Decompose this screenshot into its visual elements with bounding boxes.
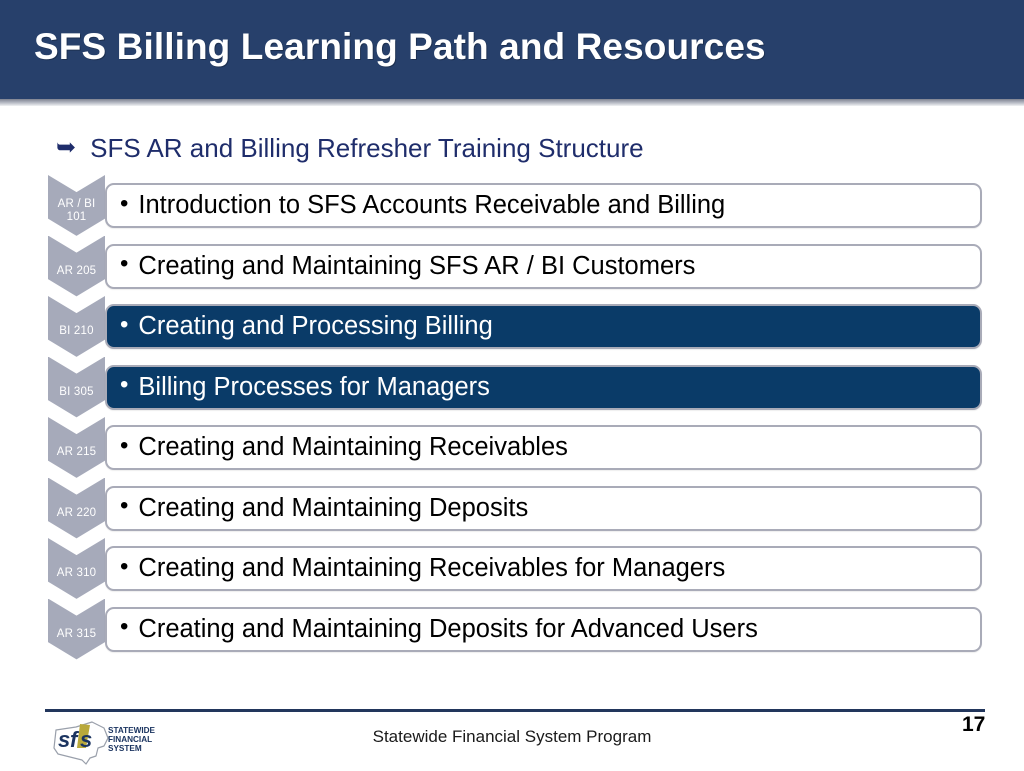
course-title: Creating and Maintaining Deposits for Ad…: [138, 614, 758, 643]
course-row[interactable]: • Creating and Maintaining Deposits: [105, 485, 982, 531]
bullet-icon: •: [120, 431, 129, 459]
svg-text:s: s: [58, 727, 70, 752]
logo-line2: FINANCIAL: [108, 735, 152, 744]
footer-center-text: Statewide Financial System Program: [372, 727, 652, 746]
footer-divider: [45, 709, 985, 712]
course-row[interactable]: • Creating and Maintaining Deposits for A…: [105, 606, 982, 652]
subtitle-text: SFS AR and Billing Refresher Training St…: [90, 133, 644, 163]
course-title: Creating and Maintaining SFS AR / BI Cus…: [138, 251, 696, 280]
arrow-bullet-icon: ➥: [56, 133, 77, 161]
title-underbar-divider: [0, 99, 1024, 106]
course-title: Introduction to SFS Accounts Receivable …: [138, 191, 726, 219]
bullet-icon: •: [120, 310, 129, 338]
bullet-icon: •: [120, 189, 129, 217]
course-title: Billing Processes for Managers: [138, 372, 490, 401]
course-row[interactable]: • Creating and Maintaining Receivables: [105, 425, 982, 470]
course-row[interactable]: • Creating and Maintaining Receivables fo…: [105, 546, 982, 591]
course-code-chevron: [48, 598, 105, 660]
page-title: SFS Billing Learning Path and Resources: [34, 26, 766, 67]
svg-text:f: f: [70, 727, 80, 752]
logo-line3: SYSTEM: [108, 744, 142, 753]
bullet-icon: •: [120, 250, 129, 277]
course-code-chevron-column: AR / BI 101 AR 205 BI 210 BI 305 AR 215 AR 220…: [48, 175, 108, 683]
course-row[interactable]: • Creating and Maintaining SFS AR / BI Cu…: [105, 243, 982, 289]
svg-text:s: s: [80, 727, 92, 752]
slide-title-bar: SFS Billing Learning Path and Resources: [0, 0, 1024, 99]
subtitle-row: ➥ SFS AR and Billing Refresher Training …: [56, 133, 644, 164]
bullet-icon: •: [120, 613, 129, 640]
course-title: Creating and Maintaining Deposits: [138, 493, 529, 522]
bullet-icon: •: [120, 371, 129, 398]
page-number: 17: [962, 713, 986, 736]
sfs-logo: s f s STATEWIDE FINANCIAL SYSTEM: [46, 718, 166, 766]
course-title: Creating and Maintaining Receivables: [138, 433, 568, 461]
course-row[interactable]: • Billing Processes for Managers: [105, 364, 982, 410]
bullet-icon: •: [120, 552, 129, 580]
learning-path-diagram: AR / BI 101 AR 205 BI 210 BI 305 AR 215 AR 220…: [0, 175, 1024, 683]
course-row[interactable]: • Creating and Processing Billing: [105, 304, 982, 349]
logo-line1: STATEWIDE: [108, 726, 156, 735]
bullet-icon: •: [120, 492, 129, 519]
course-title: Creating and Processing Billing: [138, 312, 493, 340]
course-row[interactable]: • Introduction to SFS Accounts Receivable…: [105, 183, 982, 228]
course-title: Creating and Maintaining Receivables for…: [138, 554, 726, 582]
